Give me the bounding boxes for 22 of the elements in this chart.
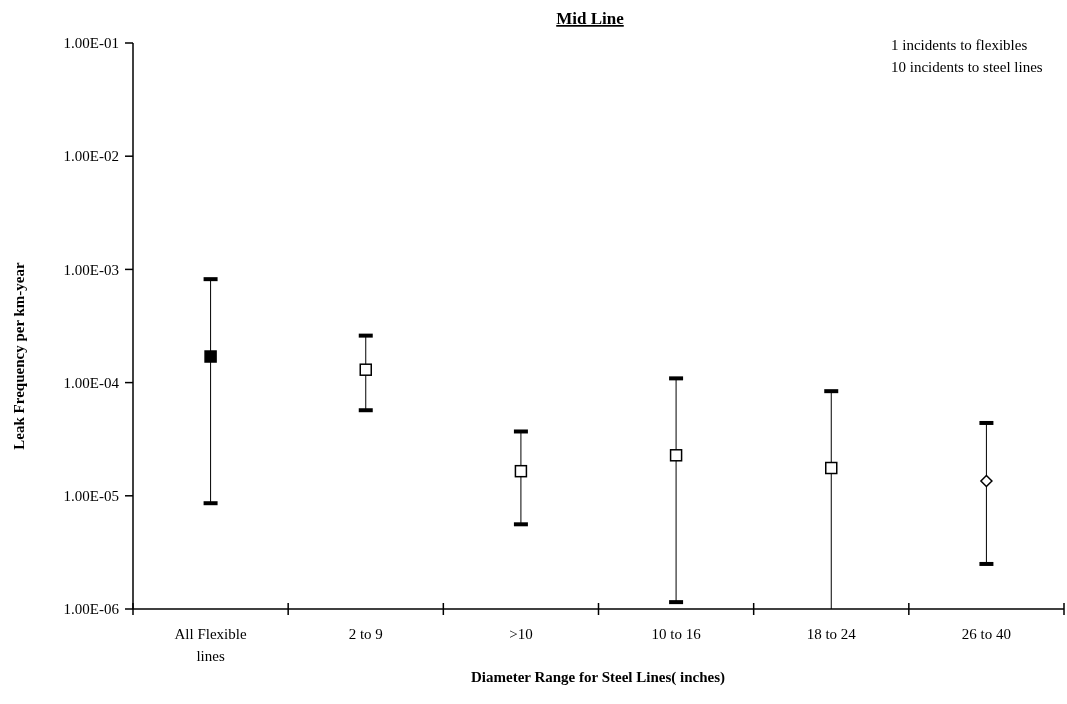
- x-tick-label: 26 to 40: [961, 626, 1011, 642]
- x-tick-label: 18 to 24: [806, 626, 857, 642]
- point: [359, 363, 372, 376]
- point: [514, 464, 528, 478]
- chart-title: Mid Line: [556, 9, 625, 28]
- annotation: 1 incidents to flexibles: [891, 37, 1028, 53]
- y-tick-label: 1.00E-04: [63, 374, 120, 391]
- x-tick-label: 10 to 16: [651, 626, 702, 642]
- y-tick-label: 1.00E-06: [63, 601, 120, 618]
- y-tick-label: 1.00E-03: [63, 261, 119, 278]
- point: [204, 350, 217, 363]
- x-axis-title: Diameter Range for Steel Lines( inches): [471, 669, 725, 686]
- y-tick-label: 1.00E-01: [63, 35, 119, 52]
- point: [825, 461, 838, 475]
- y-tick-label: 1.00E-02: [63, 148, 119, 165]
- y-tick-label: 1.00E-05: [63, 488, 119, 505]
- x-tick-label: 2 to 9: [348, 626, 383, 642]
- x-tick-label: >10: [509, 626, 533, 642]
- point: [669, 449, 683, 462]
- annotation: 10 incidents to steel lines: [891, 59, 1043, 75]
- y-axis-title: Leak Frequency per km-year: [11, 261, 27, 450]
- x-tick-label: All Flexible lines: [174, 626, 247, 664]
